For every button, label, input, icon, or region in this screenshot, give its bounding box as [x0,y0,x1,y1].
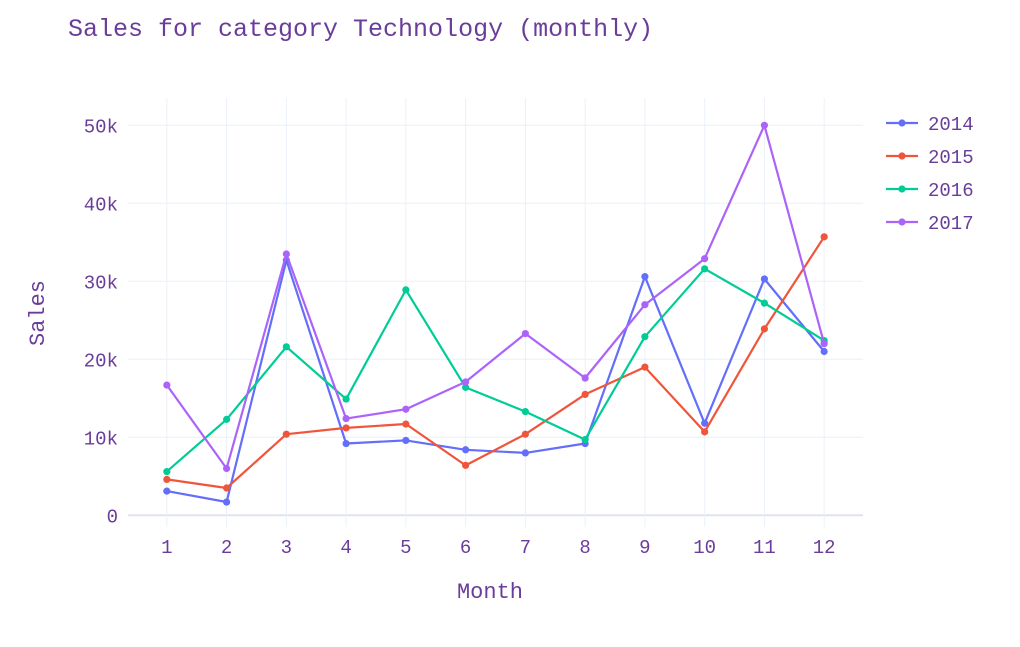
x-tick-label: 8 [579,537,590,559]
legend[interactable]: 2014 2015 2016 2017 [886,114,974,235]
y-tick-label: 40k [84,194,118,216]
legend-marker [898,152,906,160]
data-point[interactable] [581,436,589,444]
y-tick-label: 50k [84,116,118,138]
data-point[interactable] [820,233,828,241]
data-point[interactable] [222,464,231,473]
data-point[interactable] [521,329,529,338]
data-point[interactable] [820,340,828,348]
x-tick-label: 5 [400,537,411,559]
data-point[interactable] [701,428,709,436]
y-tick-label: 10k [84,428,118,450]
series-line [166,259,826,504]
data-point[interactable] [701,419,709,427]
data-point[interactable] [342,395,350,403]
x-tick-label: 6 [460,537,471,559]
legend-item-2016[interactable]: 2016 [886,180,974,202]
data-point[interactable] [521,449,529,457]
x-tick-label: 12 [813,537,836,559]
x-tick-label: 7 [520,537,531,559]
legend-label: 2014 [928,114,974,136]
data-point[interactable] [342,414,350,423]
data-point[interactable] [521,430,529,438]
chart-title: Sales for category Technology (monthly) [68,15,653,44]
data-point[interactable] [222,484,231,492]
legend-marker [898,185,906,193]
legend-label: 2015 [928,147,974,169]
series-2014 [163,256,828,506]
y-axis-label: Sales [26,280,51,346]
data-point[interactable] [760,121,769,129]
data-point[interactable] [282,430,290,438]
data-point[interactable] [462,446,470,454]
data-point[interactable] [820,347,828,356]
data-point[interactable] [222,498,231,506]
series-2016 [163,265,828,476]
legend-item-2017[interactable]: 2017 [886,213,974,235]
x-tick-label: 4 [340,537,351,559]
legend-item-2014[interactable]: 2014 [886,114,974,136]
series-2017 [163,121,828,473]
data-point[interactable] [701,265,709,273]
data-point[interactable] [462,461,470,469]
legend-marker [898,119,906,127]
series-line [166,236,826,490]
data-point[interactable] [760,325,769,333]
data-point[interactable] [282,343,290,351]
data-point[interactable] [342,424,350,432]
y-axis-ticks: 0 10k 20k 30k 40k 50k [84,116,118,528]
series-line [166,267,825,473]
x-tick-label: 1 [161,537,172,559]
data-point[interactable] [521,407,529,416]
data-point[interactable] [641,273,649,281]
legend-marker [898,218,906,226]
data-point[interactable] [760,275,769,283]
x-tick-label: 10 [693,537,716,559]
data-point[interactable] [222,415,231,423]
series-line [165,124,826,470]
x-tick-label: 9 [639,537,650,559]
legend-item-2015[interactable]: 2015 [886,147,974,169]
legend-label: 2016 [928,180,974,202]
y-tick-label: 0 [107,506,118,528]
series-2015 [163,233,828,492]
data-point[interactable] [402,286,410,294]
x-axis-label: Month [457,580,523,605]
data-point[interactable] [581,374,589,382]
data-point[interactable] [402,405,410,413]
data-point[interactable] [641,363,649,371]
data-point[interactable] [581,390,589,398]
data-point[interactable] [760,299,769,307]
data-point[interactable] [462,383,470,391]
data-point[interactable] [462,378,470,386]
data-point[interactable] [701,255,709,263]
x-axis-ticks: 1 2 3 4 5 6 7 8 9 10 11 12 [161,537,835,559]
legend-label: 2017 [928,213,974,235]
x-tick-label: 3 [281,537,292,559]
data-point[interactable] [641,301,649,309]
grid-lines [128,98,863,527]
data-point[interactable] [282,250,290,258]
data-point[interactable] [163,381,171,389]
data-point[interactable] [163,487,171,495]
x-tick-label: 11 [753,537,776,559]
y-tick-label: 30k [84,272,118,294]
data-point[interactable] [402,436,410,445]
series-lines [163,121,828,506]
y-tick-label: 20k [84,350,118,372]
x-tick-label: 2 [221,537,232,559]
data-point[interactable] [402,420,410,428]
data-point[interactable] [163,468,171,476]
data-point[interactable] [163,475,171,484]
data-point[interactable] [342,439,350,448]
data-point[interactable] [641,333,649,341]
